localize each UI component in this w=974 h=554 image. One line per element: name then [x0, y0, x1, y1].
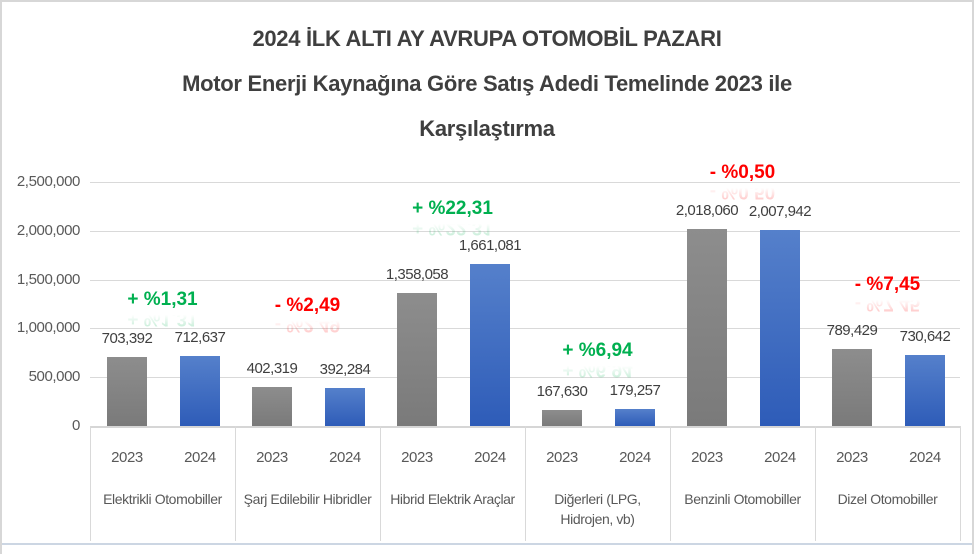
- chart-title: 2024 İLK ALTI AY AVRUPA OTOMOBİL PAZARI …: [2, 16, 972, 151]
- pct-change-label: + %22,31 + %22,31: [378, 198, 528, 238]
- category-divider: [380, 426, 381, 541]
- category-label: Benzinli Otomobiller: [684, 491, 801, 507]
- x-axis-year-label-2023: 2023: [691, 449, 723, 466]
- pct-change-label: - %0,50- %0,50: [668, 162, 818, 202]
- y-axis-tick-label: 0: [72, 417, 80, 434]
- category-divider: [960, 426, 961, 541]
- y-axis-tick-label: 1,500,000: [16, 270, 81, 288]
- category-divider: [815, 426, 816, 541]
- pct-change-reflection: + %22,31: [412, 216, 493, 238]
- pct-change-reflection: - %2,49: [274, 313, 341, 335]
- pct-change-text: - %2,49: [274, 294, 341, 316]
- pct-change-text: + %22,31: [412, 197, 493, 219]
- x-axis-year-label-2023: 2023: [836, 449, 868, 466]
- pct-change-text: - %0,50: [709, 162, 776, 184]
- gridline: [90, 230, 960, 232]
- x-axis-year-label-2024: 2024: [619, 449, 651, 466]
- category-label: Elektrikli Otomobiller: [103, 491, 222, 507]
- pct-change-label: + %1,31 + %1,31: [88, 289, 238, 329]
- value-label-2023: 789,429: [826, 321, 878, 339]
- x-axis-year-label-2023: 2023: [256, 449, 288, 466]
- value-label-2023: 2,018,060: [675, 202, 739, 220]
- chart-title-line3: Karşılaştırma: [419, 116, 555, 141]
- bar-2024: [760, 230, 800, 426]
- bar-2024: [325, 387, 365, 426]
- x-axis-year-label-2024: 2024: [909, 449, 941, 466]
- bar-2024: [470, 263, 510, 426]
- x-axis-year-label-2024: 2024: [329, 449, 361, 466]
- bar-2023: [687, 229, 727, 426]
- value-label-2024: 392,284: [319, 360, 371, 378]
- value-label-2023: 402,319: [246, 359, 298, 377]
- bar-2023: [832, 348, 872, 426]
- pct-change-reflection: - %7,45: [854, 292, 921, 314]
- category-divider: [670, 426, 671, 541]
- value-label-2023: 1,358,058: [385, 266, 449, 284]
- x-axis-year-label-2023: 2023: [546, 449, 578, 466]
- slide-edge-line: [2, 543, 972, 545]
- pct-change-text: + %6,94: [562, 339, 633, 361]
- y-axis-tick-label: 500,000: [28, 368, 81, 386]
- x-axis-year-label-2024: 2024: [184, 449, 216, 466]
- category-label: Dizel Otomobiller: [837, 491, 938, 507]
- chart-title-line1: 2024 İLK ALTI AY AVRUPA OTOMOBİL PAZARI: [252, 26, 722, 51]
- x-axis-year-label-2024: 2024: [474, 449, 506, 466]
- gridline: [90, 377, 960, 379]
- pct-change-text: - %7,45: [854, 273, 921, 295]
- x-axis-year-label-2023: 2023: [401, 449, 433, 466]
- bar-2023: [542, 409, 582, 426]
- category-label: Şarj Edilebilir Hibridler: [243, 491, 372, 507]
- gridline: [90, 182, 960, 183]
- category-divider: [525, 426, 526, 541]
- value-label-2024: 730,642: [899, 327, 951, 345]
- x-axis-year-label-2024: 2024: [764, 449, 796, 466]
- value-label-2024: 1,661,081: [458, 236, 522, 254]
- x-axis-year-label-2023: 2023: [111, 449, 143, 466]
- pct-change-text: + %1,31: [127, 289, 198, 311]
- value-label-2024: 2,007,942: [748, 203, 812, 221]
- value-label-2023: 703,392: [101, 330, 153, 348]
- chart-title-line2: Motor Enerji Kaynağına Göre Satış Adedi …: [182, 71, 792, 96]
- category-divider: [235, 426, 236, 541]
- value-label-2023: 167,630: [536, 382, 588, 400]
- category-divider: [90, 426, 91, 541]
- pct-change-reflection: + %1,31: [127, 308, 198, 330]
- y-axis-tick-label: 2,000,000: [16, 221, 81, 239]
- bar-2024: [615, 408, 655, 426]
- bar-2023: [107, 357, 147, 426]
- value-label-2024: 179,257: [609, 381, 661, 399]
- value-label-2024: 712,637: [174, 329, 226, 347]
- pct-change-label: + %6,94 + %6,94: [523, 340, 673, 380]
- gridline: [90, 328, 960, 330]
- bar-2024: [180, 356, 220, 426]
- gridline: [90, 279, 960, 281]
- pct-change-label: - %2,49- %2,49: [233, 295, 383, 335]
- category-label: Diğerleri (LPG, Hidrojen, vb): [554, 491, 641, 527]
- pct-change-label: - %7,45- %7,45: [813, 274, 963, 314]
- bar-2024: [905, 354, 945, 426]
- pct-change-reflection: + %6,94: [562, 358, 633, 380]
- category-label: Hibrid Elektrik Araçlar: [390, 491, 515, 507]
- pct-change-reflection: - %0,50: [709, 181, 776, 203]
- bar-2023: [397, 293, 437, 426]
- y-axis-tick-label: 2,500,000: [16, 173, 81, 190]
- y-axis-tick-label: 1,000,000: [16, 319, 81, 337]
- bar-2023: [252, 386, 292, 426]
